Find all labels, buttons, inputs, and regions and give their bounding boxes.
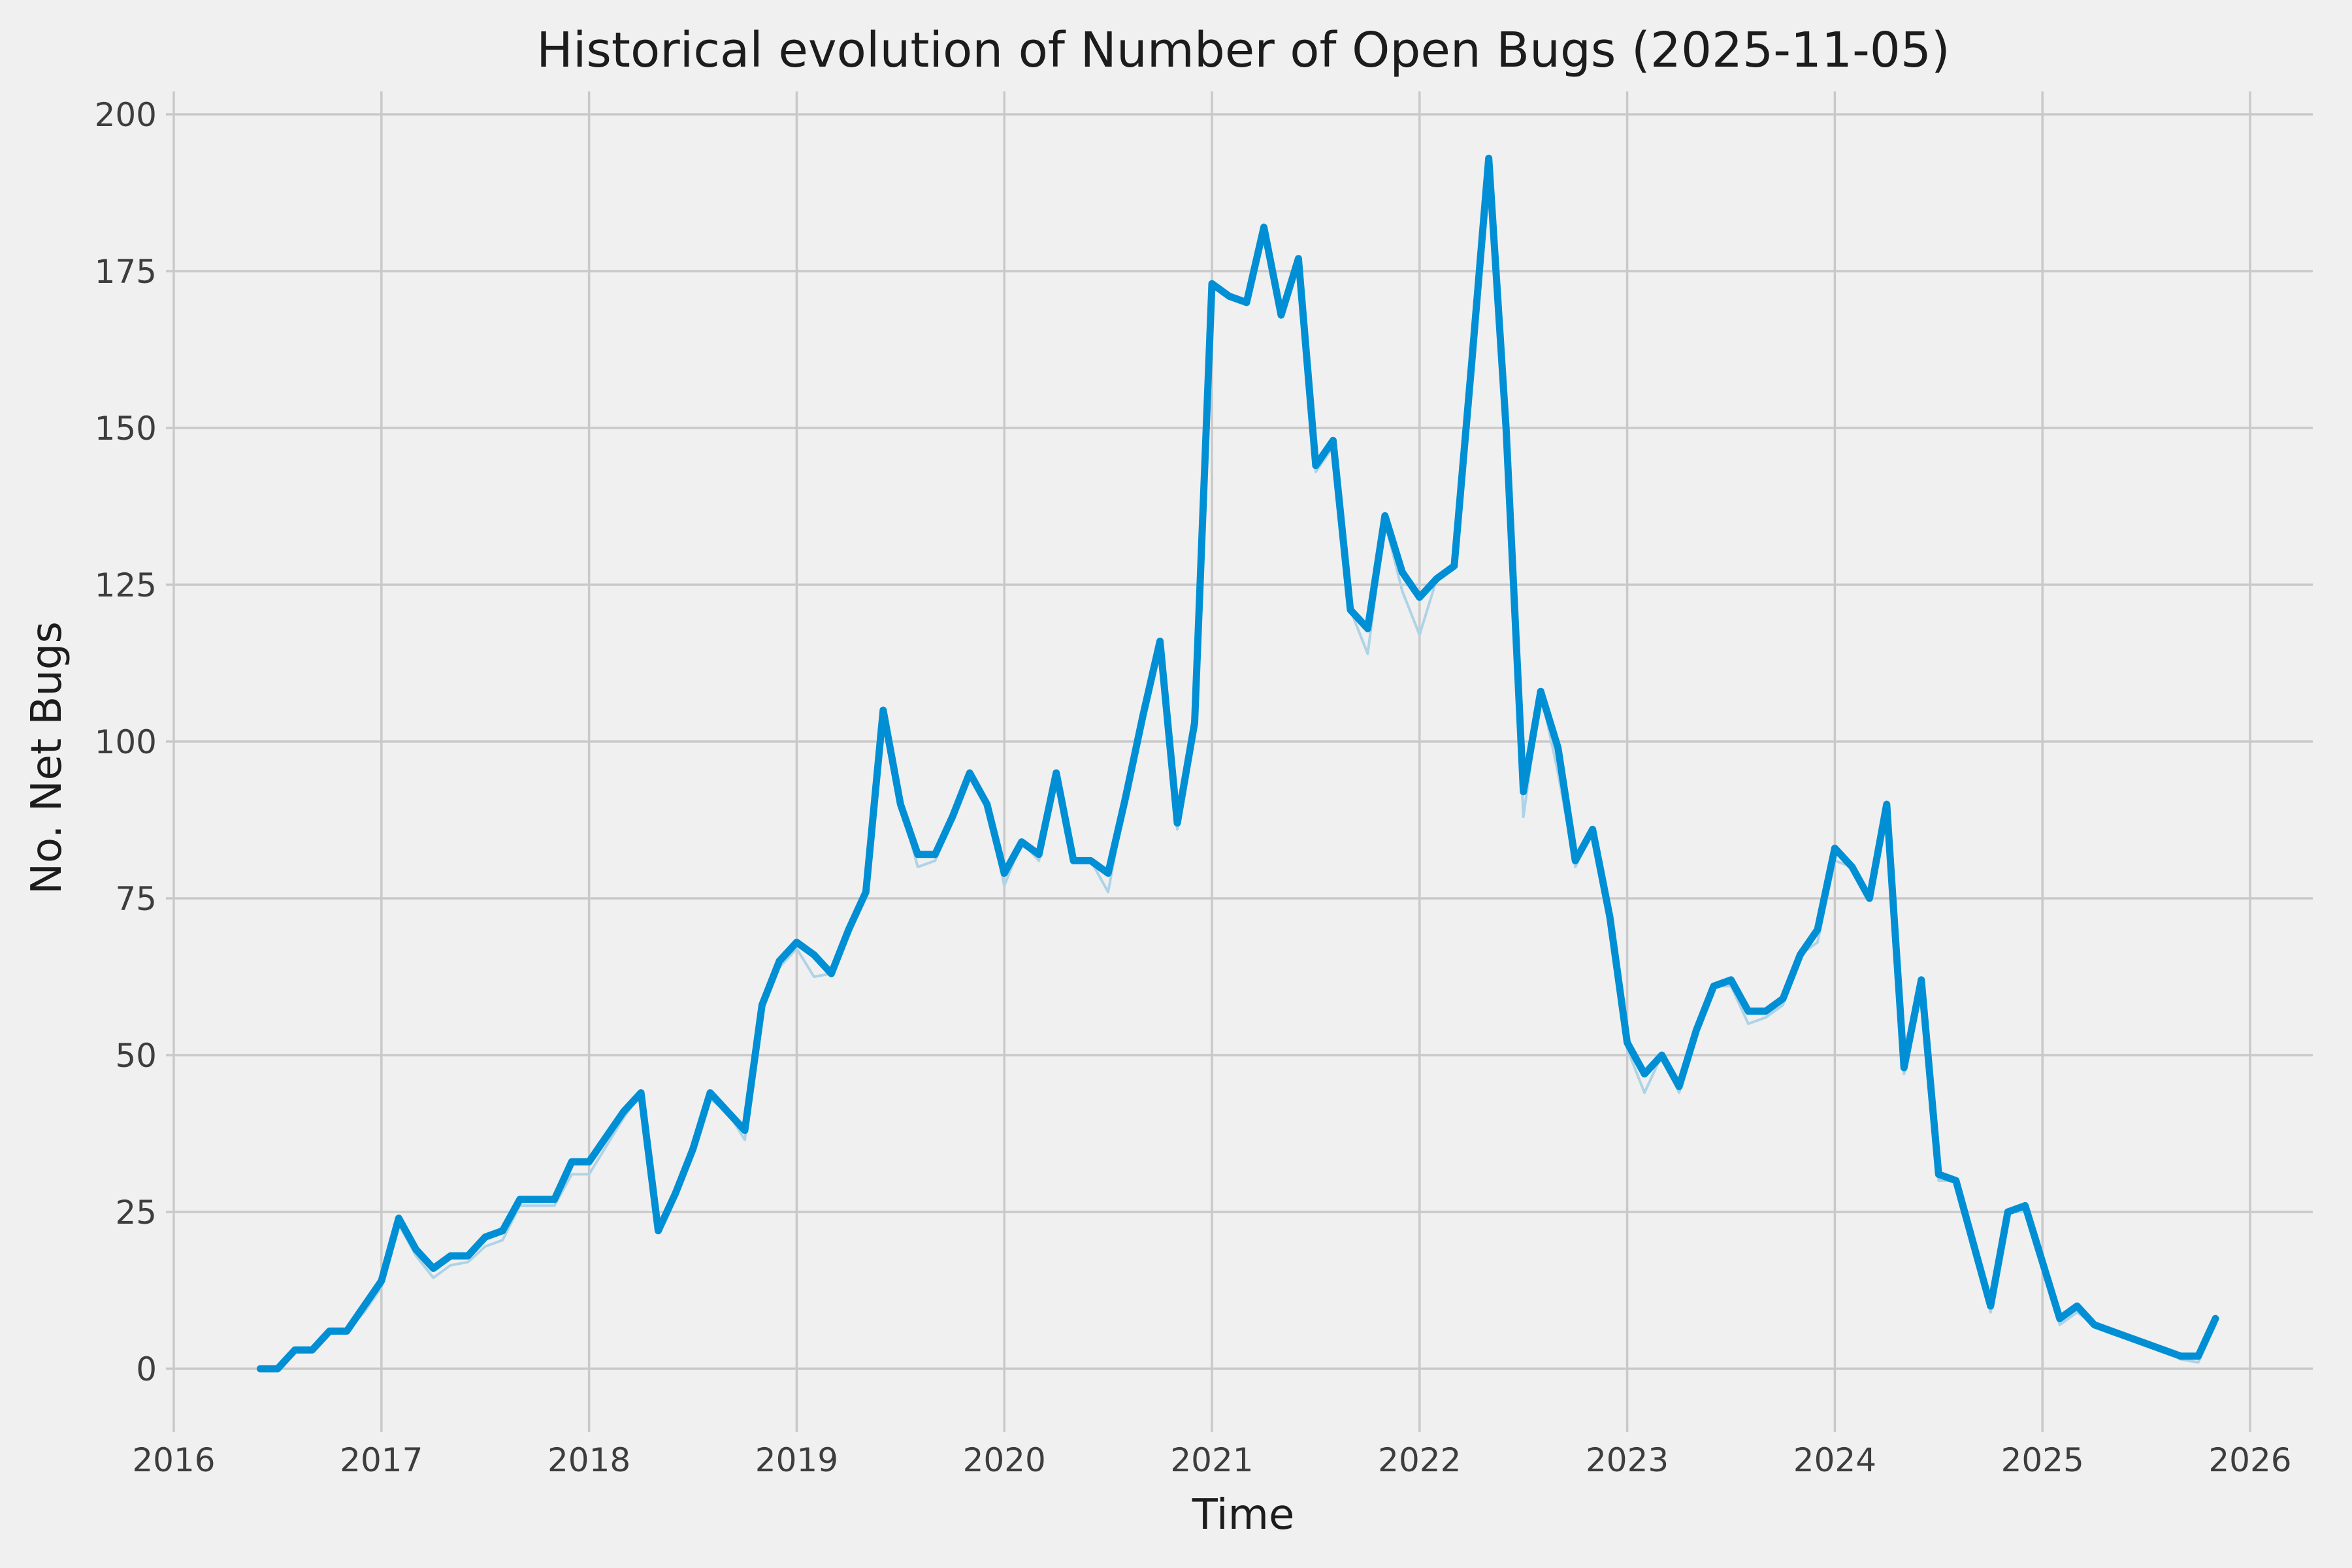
series-line-open-bugs-secondary-trace: [259, 163, 2217, 1370]
y-tick-label: 175: [95, 253, 157, 291]
x-tick-label: 2018: [547, 1441, 630, 1479]
y-tick-label: 50: [115, 1037, 157, 1075]
series-line-open-bugs: [256, 154, 2219, 1373]
x-tick-label: 2020: [963, 1441, 1046, 1479]
x-axis-label: Time: [1192, 1491, 1295, 1539]
x-tick-label: 2021: [1170, 1441, 1253, 1479]
x-tick-label: 2022: [1378, 1441, 1461, 1479]
chart-title: Historical evolution of Number of Open B…: [536, 22, 1950, 78]
y-axis-label: No. Net Bugs: [23, 621, 71, 894]
x-tick-label: 2019: [755, 1441, 838, 1479]
y-tick-label: 150: [95, 410, 157, 448]
y-tick-label: 100: [95, 723, 157, 761]
x-tick-label: 2024: [1793, 1441, 1876, 1479]
x-tick-label: 2016: [132, 1441, 215, 1479]
y-tick-label: 0: [136, 1350, 157, 1388]
x-tick-label: 2023: [1586, 1441, 1669, 1479]
x-tick-label: 2026: [2208, 1441, 2291, 1479]
x-tick-label: 2017: [340, 1441, 423, 1479]
y-tick-label: 125: [95, 566, 157, 604]
y-tick-label: 200: [95, 96, 157, 134]
x-tick-label: 2025: [2001, 1441, 2084, 1479]
y-tick-label: 75: [115, 880, 157, 918]
y-tick-label: 25: [115, 1194, 157, 1232]
